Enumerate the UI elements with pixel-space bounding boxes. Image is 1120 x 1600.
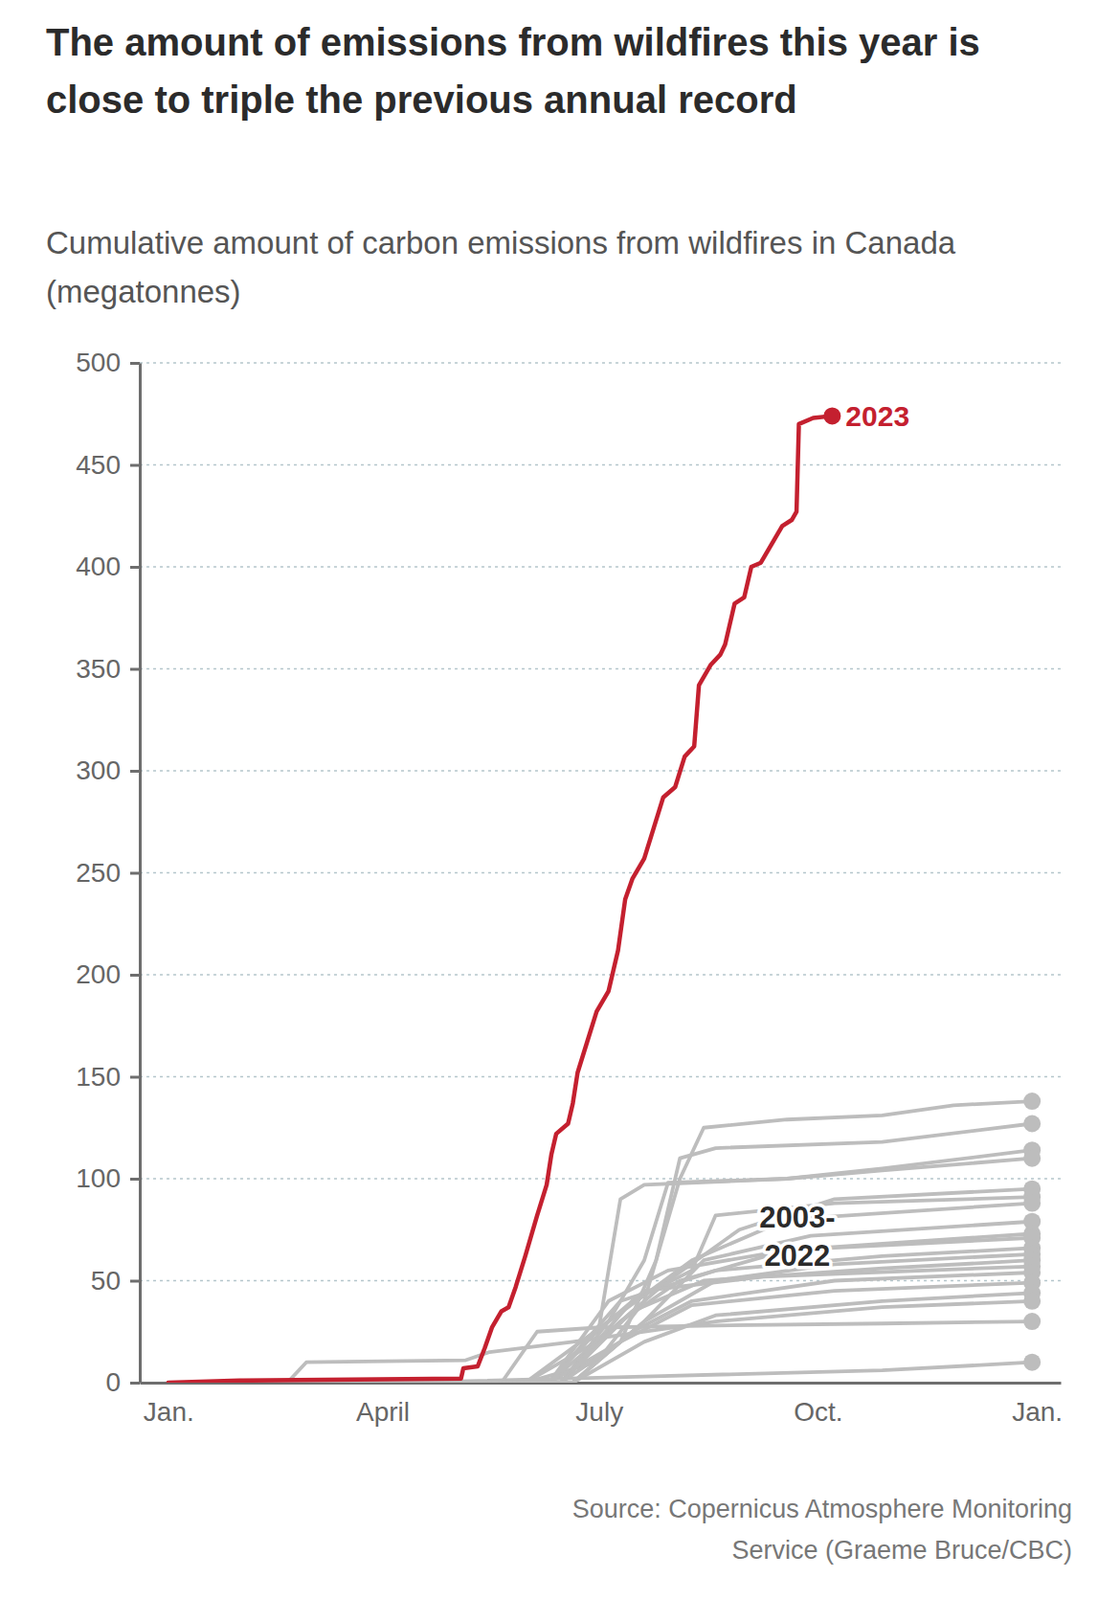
history-line <box>168 1272 1032 1383</box>
history-line <box>168 1321 1032 1383</box>
y-tick-mark <box>130 464 140 468</box>
history-line <box>168 1221 1032 1383</box>
end-dot <box>1023 1292 1041 1310</box>
end-dot <box>1023 1353 1041 1371</box>
grid <box>139 362 1061 1281</box>
series-label: 2023 <box>845 400 910 432</box>
y-tick: 250 <box>75 857 140 888</box>
history-line <box>168 1254 1032 1383</box>
y-tick-mark <box>130 1381 140 1385</box>
history-line <box>168 1233 1032 1383</box>
x-tick: July <box>575 1382 624 1427</box>
y-tick: 500 <box>75 347 140 378</box>
history-line <box>168 1266 1032 1383</box>
end-dot <box>1023 1092 1041 1110</box>
y-tick: 100 <box>75 1163 140 1193</box>
y-tick-label: 250 <box>75 857 121 888</box>
grid-line <box>139 464 1061 467</box>
y-tick-mark <box>130 1279 140 1283</box>
history-line <box>168 1300 1032 1383</box>
history-line <box>168 1282 1032 1383</box>
y-tick-label: 50 <box>90 1265 121 1296</box>
history-line <box>168 1247 1032 1383</box>
grid-line <box>139 973 1061 976</box>
chart: 050100150200250300350400450500Jan.AprilJ… <box>0 0 1120 1600</box>
history-line <box>168 1259 1032 1383</box>
y-tick: 300 <box>75 755 140 785</box>
end-dot <box>1023 1312 1041 1330</box>
y-tick-mark <box>130 1177 140 1181</box>
x-tick: Jan. <box>1011 1382 1063 1427</box>
y-tick-label: 400 <box>75 551 121 582</box>
y-tick-mark <box>130 668 140 672</box>
annotation: 2003- <box>759 1200 835 1234</box>
end-dot <box>823 406 841 425</box>
x-tick-label: April <box>356 1396 410 1427</box>
history-line <box>168 1292 1032 1383</box>
y-tick: 400 <box>75 551 140 582</box>
grid-line <box>139 872 1061 874</box>
grid-line <box>139 361 1061 364</box>
x-tick: Oct. <box>793 1382 843 1427</box>
history-line <box>168 1237 1032 1383</box>
grid-line <box>139 668 1061 671</box>
history-line <box>168 1158 1032 1383</box>
y-tick-label: 500 <box>75 347 121 378</box>
x-tick-label: Oct. <box>793 1396 843 1427</box>
y-tick: 450 <box>75 449 140 480</box>
y-tick: 350 <box>75 653 140 684</box>
history-line <box>168 1196 1032 1383</box>
x-tick: April <box>356 1382 410 1427</box>
y-tick-label: 200 <box>75 959 121 989</box>
x-axis: Jan. April July Oct. Jan. <box>140 1382 1064 1427</box>
y-tick-label: 0 <box>105 1366 121 1397</box>
history-line <box>168 1149 1032 1383</box>
y-tick-mark <box>130 361 140 365</box>
y-tick-mark <box>130 769 140 773</box>
end-dot <box>1023 1114 1041 1132</box>
history-line <box>168 1100 1032 1383</box>
highlight-line <box>168 415 833 1383</box>
end-dot <box>1023 1149 1041 1167</box>
y-tick-label: 150 <box>75 1061 121 1092</box>
plot-area <box>168 406 1041 1383</box>
x-tick-label: Jan. <box>143 1396 195 1427</box>
history-line <box>168 1122 1032 1383</box>
grid-line <box>139 1177 1061 1180</box>
grid-line <box>139 769 1061 772</box>
y-tick-mark <box>130 1075 140 1079</box>
subtitle: Cumulative amount of carbon emissions fr… <box>45 218 1090 316</box>
y-tick: 0 <box>105 1366 140 1397</box>
history-line <box>168 1188 1032 1383</box>
y-tick-mark <box>130 565 140 569</box>
y-tick-label: 100 <box>75 1163 121 1193</box>
y-tick-mark <box>130 973 140 977</box>
y-tick-label: 300 <box>75 755 121 785</box>
y-tick-label: 350 <box>75 653 121 684</box>
end-dot <box>1023 1194 1041 1212</box>
grid-line <box>139 1279 1061 1282</box>
x-tick: Jan. <box>143 1382 195 1427</box>
grid-line <box>139 565 1061 568</box>
y-tick-mark <box>130 872 140 875</box>
y-axis: 0 50 100 150 200 250 300 350 400 450 500 <box>75 347 140 1397</box>
y-tick: 200 <box>75 959 140 989</box>
y-tick: 50 <box>90 1265 140 1296</box>
annotation: 2022 <box>763 1238 830 1273</box>
x-tick-label: Jan. <box>1011 1396 1063 1427</box>
history-line <box>168 1203 1032 1383</box>
y-tick-label: 450 <box>75 449 121 480</box>
title: The amount of emissions from wildfires t… <box>45 13 1080 129</box>
x-tick-label: July <box>575 1396 624 1427</box>
y-tick: 150 <box>75 1061 140 1092</box>
source: Source: Copernicus Atmosphere Monitoring… <box>536 1488 1073 1571</box>
grid-line <box>139 1075 1061 1078</box>
